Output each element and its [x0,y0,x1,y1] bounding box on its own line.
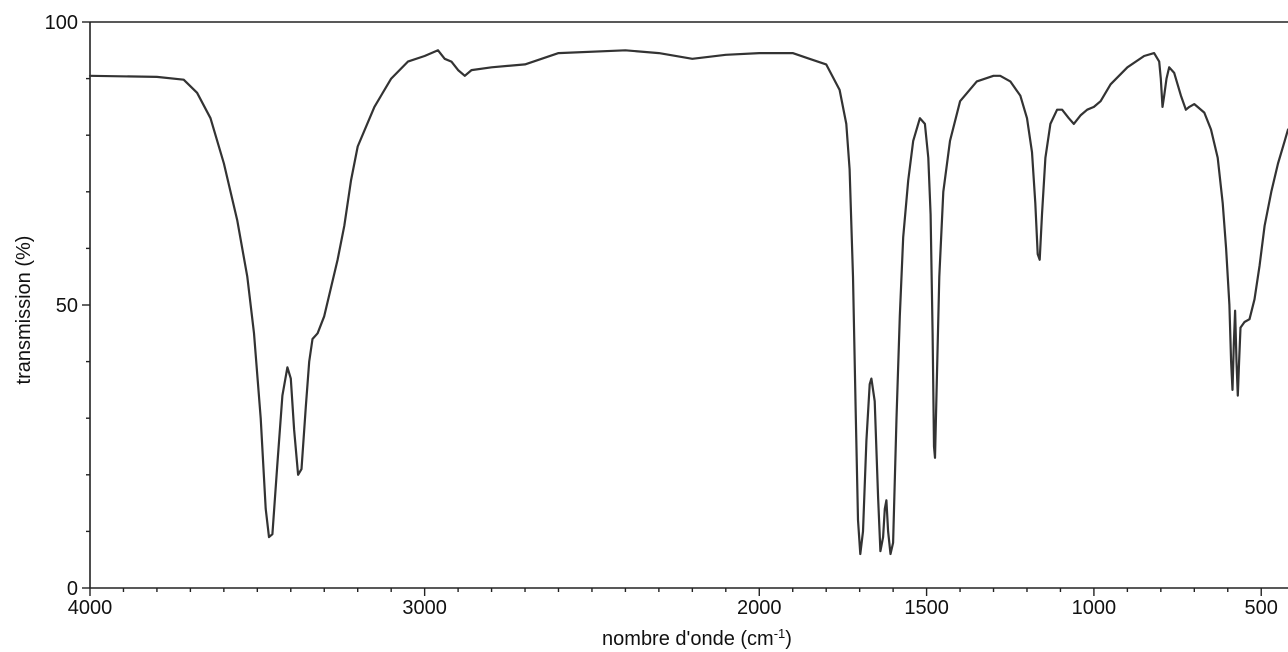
y-axis-ticks: 0 50 100 [45,12,90,600]
spectrum-line [88,49,1288,556]
x-tick-label: 1000 [1072,597,1117,619]
x-tick-label: 1500 [904,597,949,619]
x-tick-label: 4000 [68,597,113,619]
y-tick-label: 0 [67,578,78,600]
y-tick-label: 50 [56,295,78,317]
x-tick-label: 3000 [402,597,447,619]
series-layer [88,49,1288,556]
x-axis-title-superscript: -1 [774,626,786,641]
y-axis-title: transmission (%) [13,236,35,385]
x-axis-ticks: 4000 3000 2000 1500 1000 500 [68,588,1278,619]
x-tick-label: 2000 [737,597,782,619]
x-axis-title: nombre d'onde (cm-1) [602,626,792,650]
x-tick-label: 500 [1245,597,1278,619]
plot-frame [89,21,1288,589]
y-tick-label: 100 [45,12,78,34]
